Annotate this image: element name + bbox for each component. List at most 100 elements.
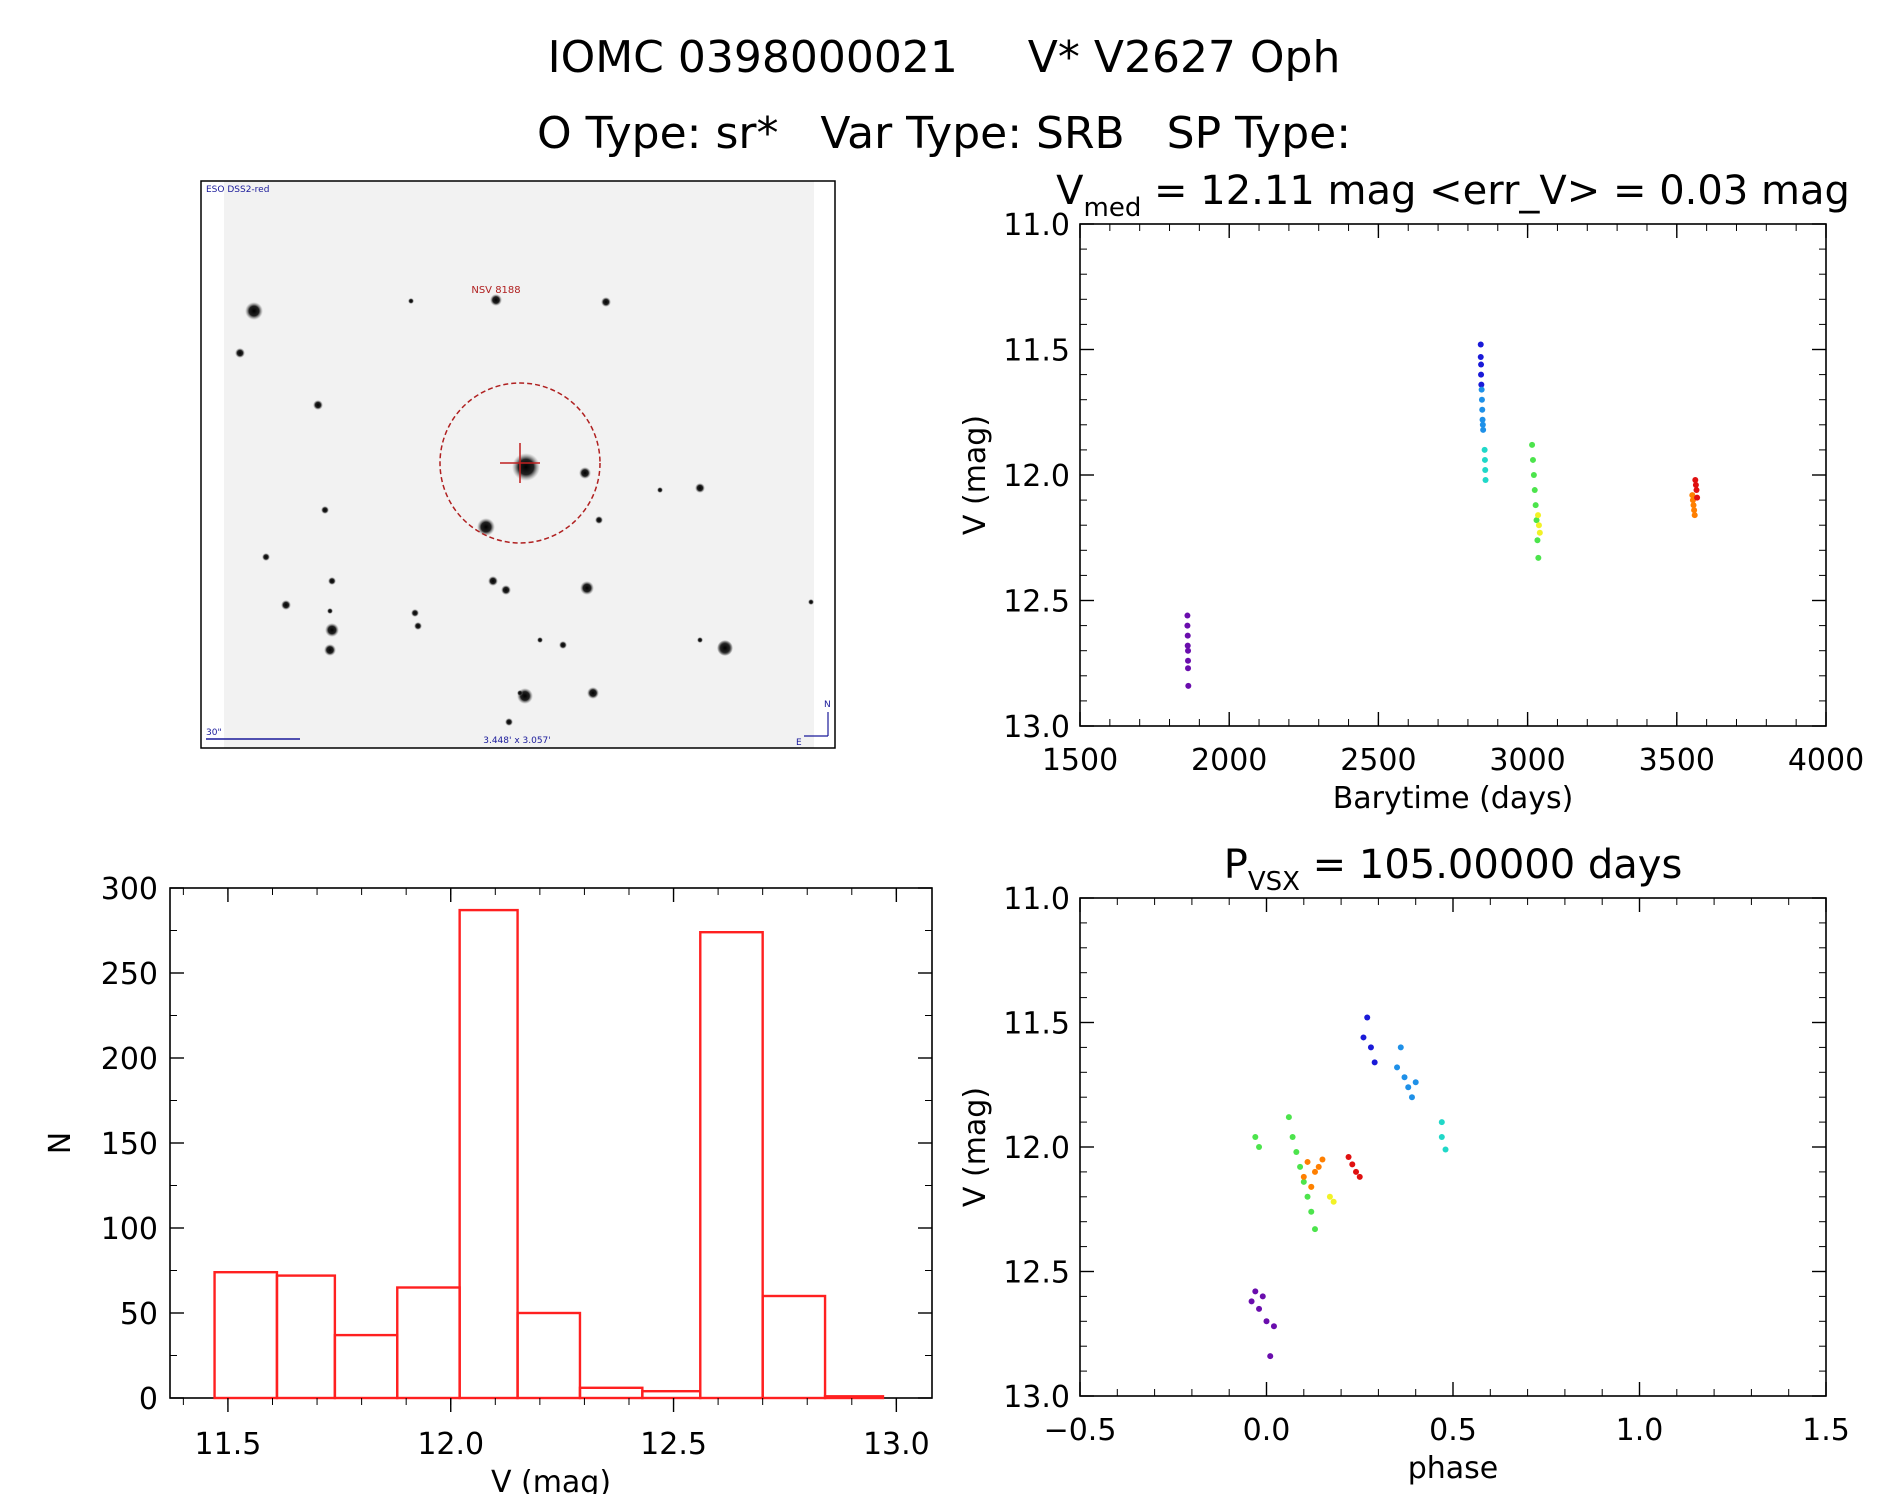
series-blue [1477,341,1485,388]
data-point [1256,1305,1263,1312]
histogram-bar [516,1311,582,1400]
finder-star [587,687,599,699]
figure-title: IOMC 0398000021 V* V2627 Oph [548,32,1341,83]
lightcurve-ylabel: V (mag) [958,415,993,535]
data-point [1360,1034,1367,1041]
data-point [1533,517,1540,524]
data-point [1394,1064,1401,1071]
data-point [1252,1288,1259,1295]
x-tick-label: 0.0 [1243,1413,1291,1448]
data-point [1479,406,1486,413]
finder-star [324,644,336,656]
y-tick-label: 12.0 [1003,1131,1070,1166]
data-point [1529,441,1536,448]
data-point [1270,1323,1277,1330]
finder-survey-label: ESO DSS2-red [206,185,269,195]
y-tick-label: 150 [101,1127,158,1162]
x-tick-label: 12.0 [417,1427,484,1462]
data-point [1315,1163,1322,1170]
histogram-bar [641,1389,702,1400]
y-tick-label: 13.0 [1003,1380,1070,1415]
target-circle [439,382,601,544]
phase-plot-chart: PVSX = 105.00000 days −0.5 0.0 0.5 1.0 1.5 11.… [958,842,1850,1486]
series-yellow [1535,512,1543,536]
histogram-xlabel: V (mag) [491,1465,611,1494]
x-tick-label: 12.5 [640,1427,707,1462]
series-green [1529,441,1542,561]
data-point [1480,426,1487,433]
x-tick-label: 2500 [1340,743,1416,778]
data-point [1478,361,1485,368]
finder-star [517,690,523,696]
series-skyblue [1394,1044,1419,1101]
data-point [1248,1298,1255,1305]
y-tick-label: 11.5 [1003,1007,1070,1042]
data-point [1691,512,1698,519]
data-point [1412,1079,1419,1086]
finder-star [327,608,333,614]
finder-star [262,553,270,561]
series-green [1252,1114,1318,1233]
x-tick-label: 2000 [1191,743,1267,778]
finder-star [580,581,594,595]
finder-star [488,576,498,586]
finder-star [537,637,543,643]
data-point [1367,1044,1374,1051]
data-point [1482,466,1489,473]
lightcurve-xlabel: Barytime (days) [1333,781,1574,816]
data-point [1285,1114,1292,1121]
data-point [1401,1074,1408,1081]
data-point [1397,1044,1404,1051]
histogram-bar [578,1386,644,1400]
y-tick-label: 12.0 [1003,459,1070,494]
data-point [1356,1173,1363,1180]
data-point [1530,472,1537,478]
data-point [1252,1134,1259,1141]
x-tick-label: 11.5 [195,1427,262,1462]
y-tick-label: 12.5 [1003,1256,1070,1291]
finder-star [695,483,705,493]
histogram-bar [213,1270,279,1400]
data-point [1300,1173,1307,1180]
histogram-bar [699,931,764,1400]
data-point [1478,381,1485,388]
phaseplot-plot-frame [1079,897,1827,1397]
data-point [1529,456,1536,463]
data-point [1289,1134,1296,1141]
data-point [1311,1168,1318,1175]
data-point [1259,1293,1266,1300]
finder-star [501,585,511,595]
y-tick-label: 0 [139,1382,158,1417]
data-point [1478,371,1485,378]
finder-image: ESO DSS2-red NSV 8188 30" 3.448' x 3.057… [200,180,836,749]
finder-fov-label: 3.448' x 3.057' [483,736,551,746]
data-point [1690,502,1697,509]
y-tick-label: 11.0 [1003,882,1070,917]
data-point [1532,502,1539,509]
data-point [1311,1226,1318,1233]
finder-star [490,294,502,306]
data-point [1185,657,1192,664]
series-blue [1360,1014,1378,1066]
data-point [1304,1158,1311,1165]
finder-frame [200,180,836,749]
lightcurve-title: Vmed = 12.11 mag <err_V> = 0.03 mag [1056,168,1850,223]
x-tick-label: 1.5 [1802,1413,1850,1448]
data-point [1477,341,1484,348]
series-purple [1248,1288,1277,1360]
y-tick-label: 50 [120,1297,158,1332]
data-point [1481,456,1488,463]
data-point [1184,642,1191,649]
y-tick-label: 11.0 [1003,208,1070,243]
data-point [1535,512,1542,519]
data-point [1536,529,1543,536]
finder-star [414,622,422,630]
data-point [1267,1353,1274,1360]
data-point [1478,386,1485,393]
histogram-bar [823,1395,885,1400]
data-point [1692,482,1699,489]
data-point [1364,1014,1371,1021]
data-point [1300,1178,1307,1185]
lightcurve-plot-frame [1079,223,1827,727]
data-point [1308,1183,1315,1190]
